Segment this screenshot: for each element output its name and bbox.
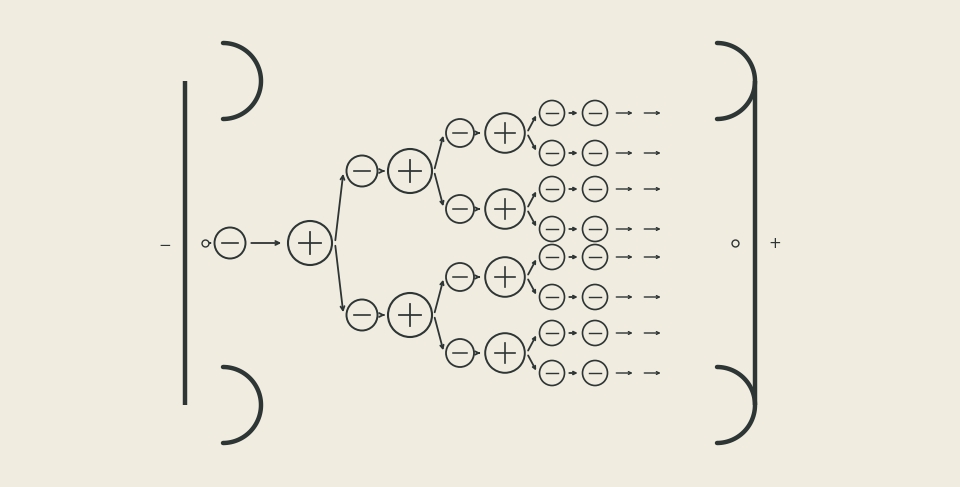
Text: $-$: $-$ bbox=[158, 236, 172, 250]
Text: $+$: $+$ bbox=[768, 236, 781, 250]
